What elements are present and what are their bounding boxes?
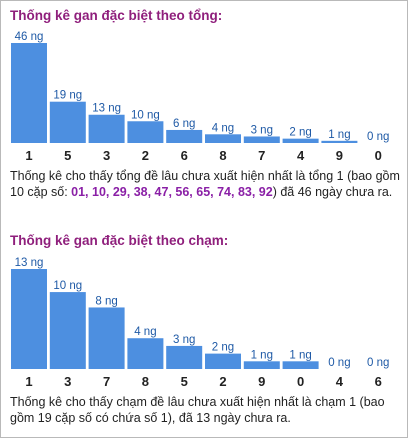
cham-bar <box>282 361 319 369</box>
tong-bar <box>321 140 358 143</box>
tong-bar <box>49 101 86 143</box>
cham-category-label: 5 <box>181 374 188 389</box>
cham-value-label: 0 ng <box>367 357 389 369</box>
tong-bar <box>127 121 164 143</box>
tong-category-label: 1 <box>25 148 32 163</box>
tong-category-label: 6 <box>181 148 188 163</box>
cham-category-label: 0 <box>297 374 304 389</box>
cham-bar <box>88 307 125 369</box>
description-cham: Thống kê cho thấy chạm đề lâu chưa xuất … <box>10 395 402 426</box>
cham-bar <box>243 361 280 369</box>
cham-category-label: 2 <box>219 374 226 389</box>
cham-category-label: 8 <box>142 374 149 389</box>
description-tong-text: Thống kê cho thấy tổng đề lâu chưa xuất … <box>10 169 400 199</box>
tong-value-label: 13 ng <box>92 103 121 115</box>
cham-value-label: 0 ng <box>328 357 350 369</box>
cham-category-label: 3 <box>64 374 71 389</box>
section-title-cham: Thống kê gan đặc biệt theo chạm: <box>10 233 229 248</box>
tong-category-label: 8 <box>219 148 226 163</box>
tong-category-label: 7 <box>258 148 265 163</box>
tong-value-label: 10 ng <box>131 109 160 121</box>
tong-value-label: 3 ng <box>251 124 273 136</box>
section-title-tong: Thống kê gan đặc biệt theo tổng: <box>10 8 223 23</box>
cham-category-label: 9 <box>258 374 265 389</box>
tong-bar <box>166 129 203 143</box>
tong-bar <box>11 43 47 143</box>
cham-category-label: 1 <box>25 374 32 389</box>
bar-chart-cham-svg: 13 ng 1 10 ng 3 8 ng 7 4 ng 8 3 ng 5 2 ng 2 1 ng 9 1 n… <box>11 257 389 389</box>
cham-category-label: 6 <box>375 374 382 389</box>
bar-chart-tong-svg: 46 ng 1 19 ng 5 13 ng 3 10 ng 2 6 ng 6 4 ng 8 3 ng 7 2… <box>11 31 389 163</box>
description-tong: Thống kê cho thấy tổng đề lâu chưa xuất … <box>10 169 402 200</box>
bar-chart-tong: 46 ng 1 19 ng 5 13 ng 3 10 ng 2 6 ng 6 4 ng 8 3 ng 7 2… <box>1 26 408 166</box>
tong-category-label: 0 <box>375 148 382 163</box>
cham-bar <box>11 269 47 369</box>
tong-category-label: 9 <box>336 148 343 163</box>
description-tong-text-end: ) đã 46 ngày chưa ra. <box>272 184 393 199</box>
tong-bar <box>243 136 280 143</box>
description-tong-numbers: 01, 10, 29, 38, 47, 56, 65, 74, 83, 92 <box>71 184 273 199</box>
tong-category-label: 4 <box>297 148 305 163</box>
cham-category-label: 4 <box>336 374 344 389</box>
bar-chart-cham: 13 ng 1 10 ng 3 8 ng 7 4 ng 8 3 ng 5 2 ng 2 1 ng 9 1 n… <box>1 252 408 392</box>
tong-bar <box>88 114 125 143</box>
cham-bar <box>127 338 164 369</box>
tong-value-label: 0 ng <box>367 131 389 143</box>
tong-value-label: 6 ng <box>173 118 195 130</box>
cham-bar <box>166 345 203 369</box>
tong-bar <box>282 138 319 143</box>
tong-value-label: 19 ng <box>53 90 82 102</box>
cham-value-label: 1 ng <box>251 349 273 361</box>
cham-value-label: 4 ng <box>134 326 156 338</box>
cham-value-label: 8 ng <box>95 295 117 307</box>
cham-value-label: 2 ng <box>212 342 234 354</box>
cham-bar <box>49 292 86 369</box>
cham-value-label: 13 ng <box>15 257 44 269</box>
cham-value-label: 3 ng <box>173 334 195 346</box>
description-cham-text: Thống kê cho thấy chạm đề lâu chưa xuất … <box>10 395 385 425</box>
tong-category-label: 3 <box>103 148 110 163</box>
cham-value-label: 10 ng <box>53 280 82 292</box>
tong-value-label: 4 ng <box>212 122 234 134</box>
tong-category-label: 5 <box>64 148 71 163</box>
cham-bar <box>205 353 241 369</box>
tong-value-label: 46 ng <box>15 31 44 43</box>
cham-category-label: 7 <box>103 374 110 389</box>
cham-value-label: 1 ng <box>289 349 311 361</box>
tong-value-label: 1 ng <box>328 129 350 141</box>
tong-bar <box>205 134 241 143</box>
tong-value-label: 2 ng <box>289 127 311 139</box>
tong-category-label: 2 <box>142 148 149 163</box>
